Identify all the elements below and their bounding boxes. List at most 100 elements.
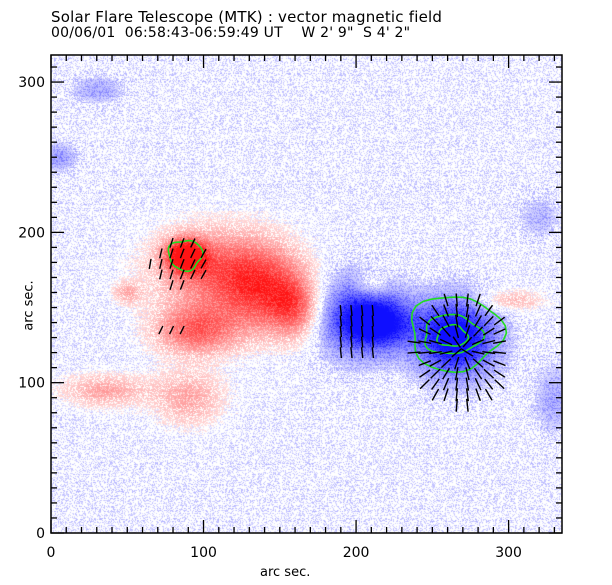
field-vector: [169, 237, 174, 248]
field-vector: [455, 377, 459, 391]
field-vector: [464, 356, 471, 370]
field-vector: [492, 351, 506, 354]
field-vector: [451, 347, 463, 358]
field-vector: [350, 305, 353, 317]
field-vector: [428, 351, 442, 355]
field-vector: [443, 304, 450, 317]
field-vector: [169, 279, 174, 291]
field-vector: [179, 259, 185, 269]
x-tick-label: 0: [47, 545, 56, 561]
field-vector: [179, 280, 185, 290]
field-vector: [452, 336, 461, 348]
field-vector: [418, 351, 432, 354]
field-vector: [473, 367, 483, 380]
field-vector: [465, 367, 470, 381]
x-axis-label: arc sec.: [260, 565, 311, 580]
vector-layer: [148, 237, 507, 412]
field-vector: [418, 340, 432, 344]
field-vector: [190, 259, 196, 269]
field-vector: [428, 339, 442, 345]
field-vector: [455, 398, 458, 412]
field-vector: [442, 314, 450, 328]
field-vector: [472, 358, 484, 368]
field-vector: [482, 339, 496, 345]
field-vector: [471, 350, 485, 355]
field-vector: [339, 315, 343, 327]
field-vector: [493, 360, 506, 367]
field-vector: [148, 258, 152, 270]
x-tick-label: 300: [495, 545, 522, 561]
x-tick-label: 200: [343, 545, 370, 561]
chart-subtitle: 00/06/01 06:58:43-06:59:49 UT W 2' 9" S …: [51, 25, 411, 41]
field-vector: [429, 359, 442, 367]
field-vector: [419, 379, 430, 390]
field-vector: [455, 314, 459, 328]
field-vector: [360, 336, 364, 348]
field-vector: [430, 368, 441, 379]
field-vector: [179, 237, 185, 248]
y-tick-label: 100: [18, 376, 45, 392]
field-vector: [360, 315, 364, 327]
field-vector: [350, 336, 353, 348]
contour-negative-level-2: [424, 313, 486, 355]
field-vector: [471, 338, 485, 346]
field-vector: [169, 248, 174, 259]
y-tick-label: 300: [18, 75, 45, 91]
field-vector: [484, 304, 494, 317]
field-vector: [440, 358, 452, 369]
field-vector: [455, 293, 458, 307]
field-vector: [454, 367, 459, 381]
field-vector: [168, 325, 175, 335]
contour-positive-level-1: [167, 239, 204, 273]
field-vector: [466, 398, 469, 412]
field-vector: [461, 348, 474, 357]
field-vector: [360, 347, 364, 359]
field-vector: [371, 305, 375, 317]
field-vector: [179, 269, 185, 280]
field-vector: [339, 326, 343, 338]
x-tick-label: 100: [190, 545, 217, 561]
field-vector: [360, 326, 364, 338]
field-vector: [462, 336, 473, 348]
field-vector: [159, 248, 163, 259]
plot-frame: [50, 54, 563, 534]
field-vector: [439, 338, 453, 346]
field-vector: [407, 340, 421, 344]
field-vector: [465, 293, 469, 307]
field-vector: [465, 314, 470, 328]
field-vector: [371, 336, 375, 348]
field-vector: [371, 315, 375, 327]
field-vector: [200, 259, 207, 269]
field-vector: [190, 269, 196, 280]
field-vector: [169, 258, 174, 269]
y-tick-label: 0: [36, 526, 45, 542]
field-vector: [474, 315, 483, 327]
field-vector: [482, 359, 495, 367]
field-vector: [482, 327, 495, 336]
field-vector: [159, 269, 163, 280]
field-vector: [474, 377, 482, 391]
field-vector: [483, 368, 495, 379]
chart-title: Solar Flare Telescope (MTK) : vector mag…: [51, 8, 443, 26]
field-vector: [430, 315, 441, 327]
field-vector: [190, 248, 196, 259]
field-vector: [465, 303, 470, 318]
field-vector: [431, 388, 440, 401]
field-vector: [493, 316, 506, 326]
field-vector: [465, 377, 470, 391]
field-vector: [464, 325, 471, 338]
field-vector: [494, 379, 505, 390]
field-vector: [159, 258, 163, 269]
field-vector: [350, 347, 353, 359]
field-vector: [431, 378, 440, 390]
field-vector: [419, 369, 431, 378]
field-vector: [483, 315, 494, 327]
magnetogram-image: [51, 55, 562, 533]
field-vector: [200, 269, 207, 280]
field-vector: [429, 327, 442, 336]
field-vector: [418, 360, 432, 367]
field-vector: [492, 340, 507, 344]
field-vector: [473, 326, 484, 337]
field-vector: [455, 388, 459, 402]
field-vector: [350, 326, 353, 338]
